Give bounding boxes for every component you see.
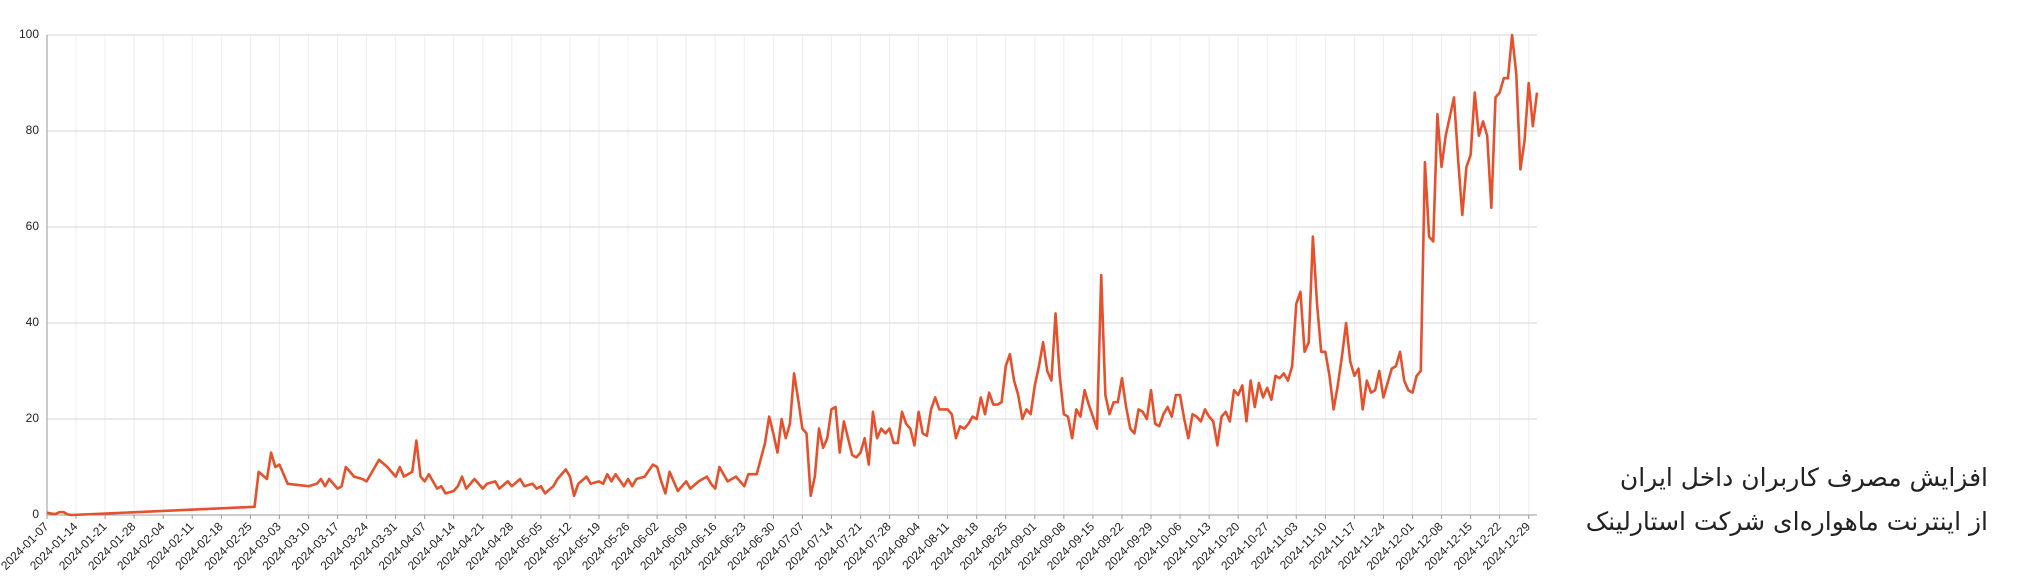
y-tick-label: 0 xyxy=(32,507,39,521)
chart: 2024-01-072024-01-142024-01-212024-01-28… xyxy=(0,27,1539,573)
y-tick-label: 60 xyxy=(26,219,40,233)
y-tick-label: 80 xyxy=(26,123,40,137)
y-tick-label: 40 xyxy=(26,315,40,329)
y-tick-label: 100 xyxy=(19,27,39,41)
annotation-line: از اینترنت ماهواره‌ای شرکت استارلینک xyxy=(1585,507,1988,536)
y-tick-label: 20 xyxy=(26,411,40,425)
annotation: افزایش مصرف کاربران داخل ایران از اینترن… xyxy=(1586,456,1988,544)
annotation-line: افزایش مصرف کاربران داخل ایران xyxy=(1619,463,1988,492)
line xyxy=(46,33,1539,517)
